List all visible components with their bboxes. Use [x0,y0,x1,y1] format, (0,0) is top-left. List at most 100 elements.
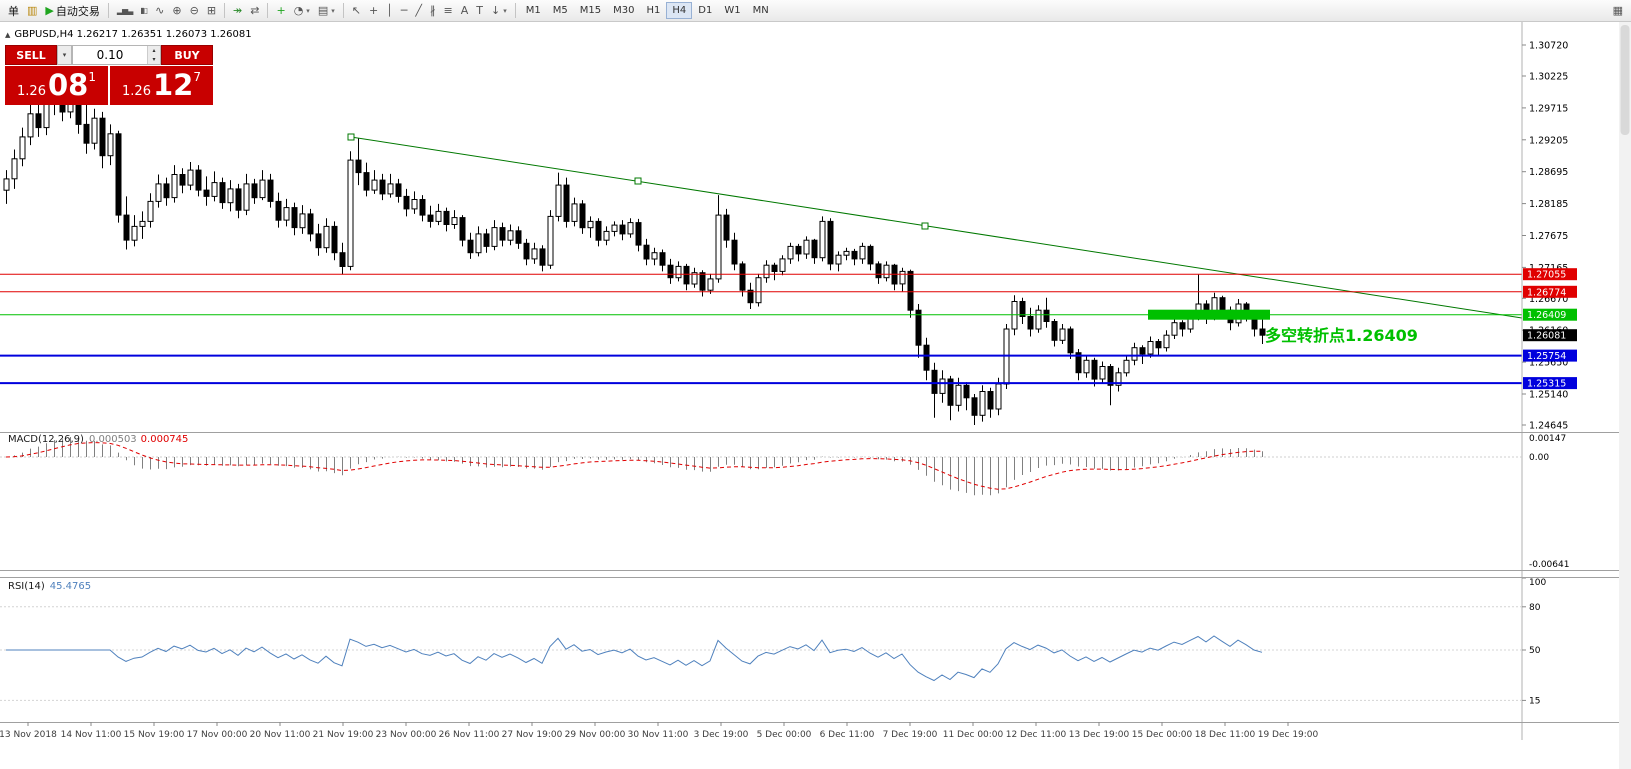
vertical-line-tool-button[interactable]: │ [382,2,397,20]
channel-tool-button[interactable]: ∦ [426,2,440,20]
timeframe-h1[interactable]: H1 [640,2,666,19]
zoom-out-button[interactable]: ⊖ [186,2,203,20]
indicators-button[interactable]: + [272,2,289,20]
line-chart-button[interactable]: ∿ [151,2,168,20]
svg-text:50: 50 [1529,646,1541,656]
svg-text:21 Nov 19:00: 21 Nov 19:00 [313,730,374,740]
rsi-name: RSI(14) [8,581,45,592]
timeframe-m1[interactable]: M1 [520,2,547,19]
volume-up-button[interactable]: ▴ [147,46,160,55]
volume-down-button[interactable]: ▾ [147,55,160,64]
svg-text:11 Dec 00:00: 11 Dec 00:00 [943,730,1004,740]
svg-text:1.25315: 1.25315 [1527,379,1566,390]
buy-price[interactable]: 1.26 12 7 [110,66,213,105]
crosshair-button[interactable]: + [365,2,382,20]
svg-text:80: 80 [1529,603,1541,613]
label-tool-button[interactable]: T [472,2,487,20]
price-tag [1523,268,1577,281]
svg-text:20 Nov 11:00: 20 Nov 11:00 [250,730,311,740]
text-tool-button[interactable]: A [457,2,473,20]
pivot-annotation[interactable]: 多空转折点1.26409 [1265,326,1418,345]
svg-text:0.00: 0.00 [1529,453,1549,463]
candlestick-chart-icon: ▮▯ [140,5,148,15]
toolbar: 单 ▥ ▶ 自动交易 ▂▅▃ ▮▯ ∿ ⊕ ⊖ ⊞ ↠ ⇄ + ◔ ▾ ▤ ▾ ↖ + │ ─ ╱ ∦ ≡ A T ↓ ▾ M1 M5 M1… [0,0,1631,22]
rsi-panel: 100 80 50 15 [0,577,1546,706]
rsi-line [6,635,1263,682]
timeframe-mn[interactable]: MN [747,2,775,19]
bar-chart-button[interactable]: ▂▅▃ [113,2,136,20]
toolbar-separator [342,3,344,18]
toolbar-separator [224,3,226,18]
buy-price-pips: 7 [193,70,201,84]
line-chart-icon: ∿ [155,4,165,17]
price-tag [1523,329,1577,342]
svg-text:19 Dec 19:00: 19 Dec 19:00 [1258,730,1319,740]
svg-text:-0.00641: -0.00641 [1529,560,1569,570]
arrows-tool-button[interactable]: ↓ ▾ [487,2,511,20]
sell-price[interactable]: 1.26 08 1 [5,66,108,105]
svg-text:6 Dec 11:00: 6 Dec 11:00 [820,730,875,740]
volume-input[interactable] [73,46,147,64]
scrollbar-thumb [1620,25,1630,135]
timeframe-m15[interactable]: M15 [574,2,607,19]
tile-windows-button[interactable]: ⊞ [203,2,220,20]
trade-menu-dropdown[interactable]: ▾ [57,45,72,65]
order-button-label: 单 [8,4,19,18]
sell-button[interactable]: SELL [5,45,57,65]
svg-text:100: 100 [1529,578,1546,588]
timeframe-d1[interactable]: D1 [692,2,718,19]
svg-text:1.26081: 1.26081 [1527,331,1566,342]
svg-text:5 Dec 00:00: 5 Dec 00:00 [757,730,812,740]
auto-scroll-button[interactable]: ↠ [229,2,246,20]
chart-shift-button[interactable]: ⇄ [246,2,263,20]
svg-text:3 Dec 19:00: 3 Dec 19:00 [694,730,749,740]
new-chart-window-button[interactable]: ▦ [1609,2,1627,20]
chart-shift-icon: ⇄ [250,4,260,17]
descending-trendline[interactable] [347,133,1523,319]
price-chart[interactable]: 1.30720 1.30225 1.29715 1.29205 1.28695 1.281… [0,22,1631,769]
timeframe-m30[interactable]: M30 [607,2,640,19]
svg-text:多空转折点1.26409: 多空转折点1.26409 [1265,326,1418,345]
autotrading-button[interactable]: ▶ 自动交易 [41,2,103,20]
pivot-highlight-zone [1148,309,1270,320]
vertical-scrollbar[interactable] [1619,22,1631,769]
one-click-collapse-icon[interactable]: ▲ [5,31,11,39]
candles-series [3,83,1266,425]
buy-button[interactable]: BUY [161,45,213,65]
time-axis: 13 Nov 2018 14 Nov 11:00 15 Nov 19:00 17 No… [0,722,1319,740]
svg-text:14 Nov 11:00: 14 Nov 11:00 [61,730,122,740]
timeframe-w1[interactable]: W1 [718,2,746,19]
templates-button[interactable]: ▤ ▾ [314,2,339,20]
trendline-tool-button[interactable]: ╱ [411,2,426,20]
zoom-in-button[interactable]: ⊕ [168,2,185,20]
macd-main-value: 0.000503 [88,434,137,445]
volume-box: ▴ ▾ [72,45,161,65]
crosshair-icon: + [368,4,379,17]
svg-text:1.25754: 1.25754 [1527,351,1566,362]
chevron-down-icon: ▾ [331,6,335,15]
candlestick-chart-button[interactable]: ▮▯ [136,2,151,20]
new-chart-window-icon: ▦ [1612,4,1623,17]
fibonacci-tool-button[interactable]: ≡ [440,2,457,20]
horizontal-line-tool-icon: ─ [400,4,408,17]
price-tag [1523,349,1577,362]
macd-signal-value: 0.000745 [140,434,189,445]
new-order-button[interactable]: ▥ [23,2,41,20]
cursor-button[interactable]: ↖ [348,2,365,20]
svg-text:13 Dec 19:00: 13 Dec 19:00 [1069,730,1130,740]
rsi-label: RSI(14) 45.4765 [8,581,91,592]
svg-text:1.26774: 1.26774 [1527,287,1566,298]
trade-controls-row: SELL ▾ ▴ ▾ BUY [5,45,213,65]
periods-button[interactable]: ◔ ▾ [290,2,314,20]
sell-price-prefix: 1.26 [17,84,46,99]
one-click-trading-panel: SELL ▾ ▴ ▾ BUY 1.26 08 1 1.26 12 7 [5,45,213,105]
timeframe-m5[interactable]: M5 [547,2,574,19]
ohlc-text: GBPUSD,H4 1.26217 1.26351 1.26073 1.2608… [14,29,252,40]
horizontal-levels[interactable] [0,273,1522,385]
svg-text:13 Nov 2018: 13 Nov 2018 [0,730,57,740]
order-button[interactable]: 单 [4,2,23,20]
horizontal-line-tool-button[interactable]: ─ [397,2,412,20]
price-tags: 1.27055 1.26774 1.26409 1.26081 1.25754 1.253… [1523,268,1577,390]
timeframe-h4[interactable]: H4 [666,2,693,19]
buy-price-big: 12 [152,68,194,102]
